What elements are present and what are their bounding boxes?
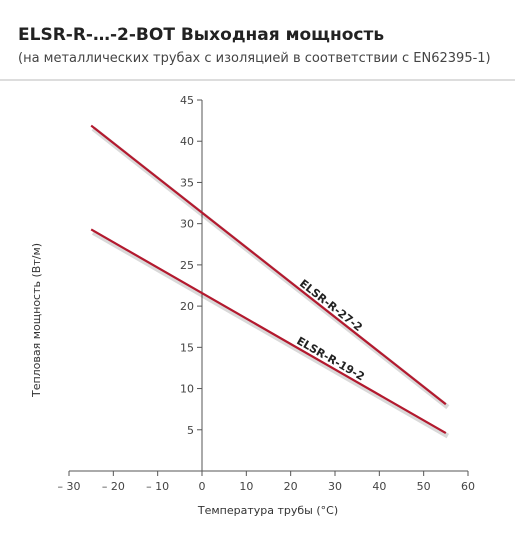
x-tick-label: 0	[199, 480, 206, 493]
x-tick-label: 60	[461, 480, 475, 493]
x-axis-label: Температура трубы (°C)	[197, 504, 338, 517]
y-tick-label: 25	[180, 259, 194, 272]
x-tick-label: 50	[417, 480, 431, 493]
x-tick-label: 10	[239, 480, 253, 493]
y-tick-label: 40	[180, 135, 194, 148]
y-axis-label: Тепловая мощность (Вт/м)	[30, 243, 43, 398]
series-line	[90, 124, 447, 406]
x-tick-label: 30	[328, 480, 342, 493]
y-tick-label: 15	[180, 341, 194, 354]
x-tick-label: – 10	[146, 480, 169, 493]
y-tick-label: 20	[180, 300, 194, 313]
chart-subtitle: (на металлических трубах с изоляцией в с…	[18, 51, 491, 66]
line-shadow	[91, 230, 450, 439]
x-tick-label: – 30	[58, 480, 81, 493]
y-tick-label: 5	[187, 424, 194, 437]
line-shadow	[91, 126, 450, 410]
x-tick-label: – 20	[102, 480, 125, 493]
series-label: ELSR-R-27-2	[297, 277, 365, 334]
y-tick-label: 45	[180, 94, 194, 107]
y-tick-label: 30	[180, 218, 194, 231]
x-tick-label: 20	[284, 480, 298, 493]
y-tick-label: 35	[180, 176, 194, 189]
chart-title: ELSR-R-…-2-BOT Выходная мощность	[18, 25, 384, 45]
y-tick-label: 10	[180, 383, 194, 396]
series-line	[90, 228, 447, 435]
series-label: ELSR-R-19-2	[294, 334, 366, 383]
x-tick-label: 40	[372, 480, 386, 493]
